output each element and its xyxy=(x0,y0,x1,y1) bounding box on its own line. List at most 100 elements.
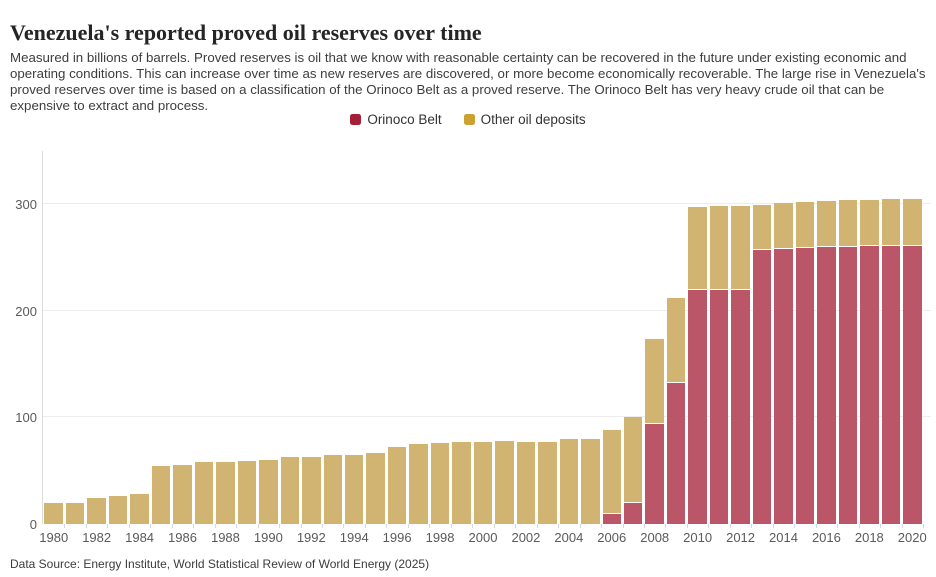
segment-other-oil-deposits-2012[interactable] xyxy=(731,205,750,290)
segment-other-oil-deposits-2013[interactable] xyxy=(752,205,772,251)
bar-1980[interactable] xyxy=(44,503,63,524)
bar-2007[interactable] xyxy=(623,417,643,524)
segment-other-oil-deposits-2015[interactable] xyxy=(795,202,815,248)
bar-2011[interactable] xyxy=(709,205,729,524)
segment-other-oil-deposits-1982[interactable] xyxy=(87,497,106,524)
bar-1998[interactable] xyxy=(430,442,450,524)
segment-orinoco-belt-2018[interactable] xyxy=(860,245,879,524)
segment-other-oil-deposits-1995[interactable] xyxy=(366,453,385,524)
segment-other-oil-deposits-1983[interactable] xyxy=(108,496,128,524)
bar-2002[interactable] xyxy=(516,441,536,524)
segment-orinoco-belt-2019[interactable] xyxy=(881,245,901,524)
bar-2012[interactable] xyxy=(731,205,750,524)
segment-orinoco-belt-2011[interactable] xyxy=(709,289,729,524)
bar-1994[interactable] xyxy=(344,454,364,524)
bar-1999[interactable] xyxy=(452,442,471,524)
segment-other-oil-deposits-2020[interactable] xyxy=(903,199,922,246)
bar-2009[interactable] xyxy=(666,297,686,524)
segment-other-oil-deposits-1980[interactable] xyxy=(44,503,63,524)
bar-2014[interactable] xyxy=(774,203,793,524)
segment-orinoco-belt-2020[interactable] xyxy=(903,245,922,524)
segment-other-oil-deposits-2009[interactable] xyxy=(666,297,686,384)
segment-other-oil-deposits-2010[interactable] xyxy=(688,207,707,290)
bar-1990[interactable] xyxy=(259,459,278,524)
segment-other-oil-deposits-2000[interactable] xyxy=(473,442,493,524)
x-axis-tick-2014 xyxy=(794,524,796,528)
bar-1985[interactable] xyxy=(151,465,171,524)
x-axis-label-2010: 2010 xyxy=(683,530,713,545)
segment-other-oil-deposits-1992[interactable] xyxy=(302,456,321,524)
bar-2018[interactable] xyxy=(860,199,879,524)
segment-other-oil-deposits-1984[interactable] xyxy=(130,494,149,524)
segment-orinoco-belt-2006[interactable] xyxy=(602,514,622,524)
segment-other-oil-deposits-2008[interactable] xyxy=(645,339,664,424)
bar-2008[interactable] xyxy=(645,339,664,524)
bar-2015[interactable] xyxy=(795,202,815,524)
segment-other-oil-deposits-1985[interactable] xyxy=(151,465,171,524)
bar-1988[interactable] xyxy=(216,461,235,524)
bar-2003[interactable] xyxy=(538,441,557,524)
segment-orinoco-belt-2009[interactable] xyxy=(666,383,686,524)
bar-2010[interactable] xyxy=(688,207,707,524)
segment-other-oil-deposits-2011[interactable] xyxy=(709,205,729,290)
segment-other-oil-deposits-2002[interactable] xyxy=(516,441,536,524)
segment-other-oil-deposits-1997[interactable] xyxy=(409,444,428,524)
segment-other-oil-deposits-2003[interactable] xyxy=(538,441,557,524)
segment-other-oil-deposits-2018[interactable] xyxy=(860,199,879,246)
bar-1991[interactable] xyxy=(280,457,300,524)
bar-2000[interactable] xyxy=(473,442,493,524)
segment-other-oil-deposits-1999[interactable] xyxy=(452,442,471,524)
segment-orinoco-belt-2013[interactable] xyxy=(752,250,772,524)
bar-1995[interactable] xyxy=(366,453,385,524)
bar-1981[interactable] xyxy=(65,502,85,524)
segment-other-oil-deposits-2006[interactable] xyxy=(602,429,622,515)
bar-1987[interactable] xyxy=(194,462,214,524)
segment-other-oil-deposits-1991[interactable] xyxy=(280,457,300,524)
segment-other-oil-deposits-1990[interactable] xyxy=(259,459,278,524)
bar-2016[interactable] xyxy=(817,200,836,524)
segment-other-oil-deposits-2016[interactable] xyxy=(817,200,836,247)
bar-2005[interactable] xyxy=(581,438,600,524)
bar-1989[interactable] xyxy=(237,461,257,524)
bar-1982[interactable] xyxy=(87,497,106,524)
bar-2013[interactable] xyxy=(752,205,772,524)
segment-other-oil-deposits-2017[interactable] xyxy=(838,199,858,247)
segment-other-oil-deposits-2004[interactable] xyxy=(559,439,579,524)
bar-1997[interactable] xyxy=(409,444,428,524)
bar-1992[interactable] xyxy=(302,456,321,524)
segment-other-oil-deposits-2001[interactable] xyxy=(495,441,514,524)
segment-orinoco-belt-2017[interactable] xyxy=(838,246,858,524)
segment-orinoco-belt-2010[interactable] xyxy=(688,289,707,524)
bar-2020[interactable] xyxy=(903,199,922,524)
segment-other-oil-deposits-1993[interactable] xyxy=(323,455,342,524)
segment-other-oil-deposits-2007[interactable] xyxy=(623,417,643,503)
segment-other-oil-deposits-1996[interactable] xyxy=(387,446,407,524)
segment-other-oil-deposits-1981[interactable] xyxy=(65,502,85,524)
bar-1996[interactable] xyxy=(387,446,407,524)
segment-orinoco-belt-2008[interactable] xyxy=(645,423,664,524)
segment-orinoco-belt-2007[interactable] xyxy=(623,502,643,524)
segment-other-oil-deposits-1988[interactable] xyxy=(216,461,235,524)
segment-other-oil-deposits-1987[interactable] xyxy=(194,462,214,524)
bar-1983[interactable] xyxy=(108,496,128,524)
bar-1984[interactable] xyxy=(130,494,149,524)
bar-1986[interactable] xyxy=(173,464,192,524)
segment-orinoco-belt-2016[interactable] xyxy=(817,246,836,524)
segment-orinoco-belt-2014[interactable] xyxy=(774,249,793,524)
segment-other-oil-deposits-1989[interactable] xyxy=(237,461,257,524)
bar-2006[interactable] xyxy=(602,429,622,524)
bar-2004[interactable] xyxy=(559,439,579,524)
segment-other-oil-deposits-2005[interactable] xyxy=(581,438,600,524)
y-axis-label-200: 200 xyxy=(15,303,37,319)
segment-other-oil-deposits-2014[interactable] xyxy=(774,203,793,250)
bar-2019[interactable] xyxy=(881,199,901,524)
bar-2001[interactable] xyxy=(495,441,514,524)
segment-other-oil-deposits-1994[interactable] xyxy=(344,454,364,524)
bar-2017[interactable] xyxy=(838,199,858,524)
segment-other-oil-deposits-1998[interactable] xyxy=(430,442,450,524)
segment-orinoco-belt-2012[interactable] xyxy=(731,289,750,524)
bar-1993[interactable] xyxy=(323,455,342,524)
segment-other-oil-deposits-1986[interactable] xyxy=(173,464,192,524)
segment-orinoco-belt-2015[interactable] xyxy=(795,247,815,524)
segment-other-oil-deposits-2019[interactable] xyxy=(881,199,901,246)
